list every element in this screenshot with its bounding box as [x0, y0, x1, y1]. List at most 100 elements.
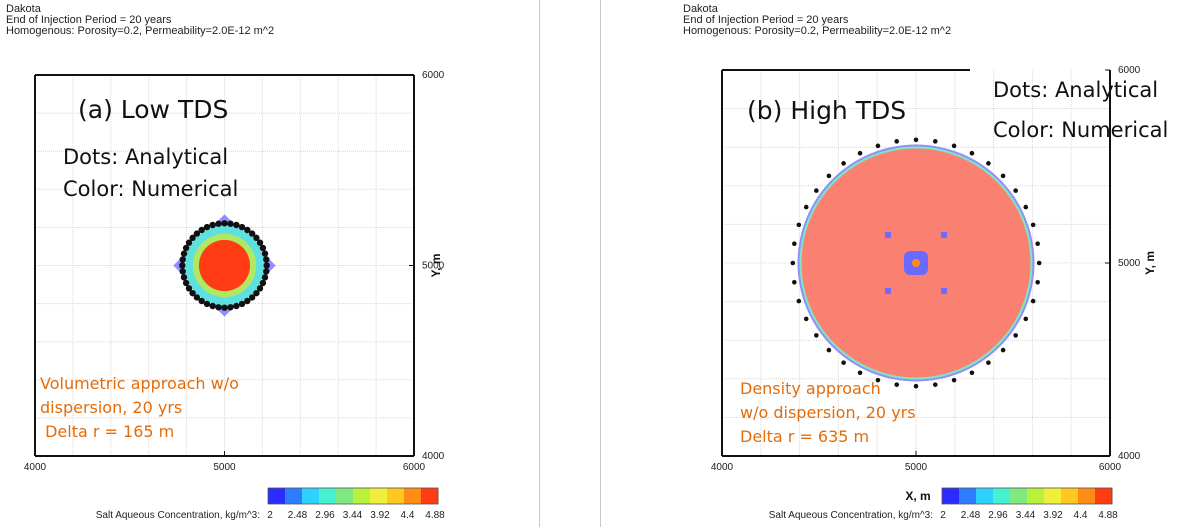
colorbar-swatch — [387, 488, 405, 504]
analytical-dot — [189, 289, 196, 297]
analytical-dot — [875, 143, 881, 149]
well-artifact — [885, 288, 891, 294]
injection-well-center — [912, 259, 920, 267]
analytical-dot — [248, 230, 256, 237]
colorbar-tick-label: 2.96 — [315, 510, 335, 521]
analytical-dot — [261, 274, 269, 281]
analytical-dot — [1013, 333, 1018, 338]
colorbar-tick-label: 4.88 — [1098, 510, 1118, 521]
colorbar-label: Salt Aqueous Concentration, kg/m^3: — [96, 510, 260, 521]
colorbar-swatch — [959, 488, 977, 504]
panel-b-note: Density approach w/o dispersion, 20 yrs … — [740, 377, 916, 449]
panel-b-header: Dakota End of Injection Period = 20 year… — [683, 4, 951, 37]
colorbar-swatch — [404, 488, 422, 504]
analytical-dot — [203, 300, 211, 308]
well-artifact — [941, 232, 947, 238]
colorbar-swatch — [942, 488, 960, 504]
analytical-dot — [894, 382, 900, 387]
analytical-dot — [215, 304, 222, 311]
analytical-dot — [263, 262, 270, 269]
colorbar-tick-label: 3.92 — [1043, 510, 1063, 521]
analytical-dot — [814, 333, 819, 338]
x-axis-label: X, m — [905, 489, 930, 503]
colorbar-swatch — [1095, 488, 1113, 504]
analytical-dot — [792, 241, 797, 247]
analytical-dot — [209, 221, 216, 229]
panel-a-legend-dots: Dots: Analytical — [63, 145, 229, 169]
panel-a-header: Dakota End of Injection Period = 20 year… — [6, 4, 274, 37]
analytical-dot — [193, 230, 201, 237]
analytical-dot — [986, 360, 991, 365]
colorbar-swatch — [1010, 488, 1028, 504]
analytical-dot — [1000, 347, 1006, 353]
analytical-dot — [1023, 316, 1029, 322]
analytical-dot — [180, 274, 188, 281]
analytical-dot — [1030, 298, 1036, 304]
analytical-dot — [179, 268, 186, 275]
analytical-dot — [198, 297, 205, 305]
analytical-dot — [203, 223, 211, 231]
x-tick-label: 4000 — [711, 462, 734, 473]
colorbar-tick-label: 4.88 — [425, 510, 445, 521]
analytical-dot — [263, 256, 270, 263]
x-tick-label: 4000 — [24, 462, 47, 473]
analytical-dot — [1030, 222, 1036, 228]
analytical-dot — [875, 377, 881, 383]
colorbar-swatch — [1078, 488, 1096, 504]
analytical-dot — [233, 221, 240, 229]
note-line: Density approach — [740, 379, 881, 398]
note-line: dispersion, 20 yrs — [40, 398, 183, 417]
panel-divider-right — [600, 0, 601, 527]
y-tick-label: 6000 — [422, 70, 445, 81]
x-tick-label: 5000 — [905, 462, 928, 473]
analytical-dot — [913, 383, 919, 389]
colorbar-tick-label: 2.48 — [288, 510, 308, 521]
analytical-dot — [256, 239, 264, 246]
panel-a-legend-color: Color: Numerical — [63, 177, 239, 201]
analytical-dot — [803, 316, 809, 322]
note-line: w/o dispersion, 20 yrs — [740, 403, 916, 422]
analytical-dot — [803, 204, 809, 210]
analytical-dot — [179, 256, 186, 263]
plume — [173, 214, 276, 317]
colorbar-swatch — [319, 488, 337, 504]
panel-a-note: Volumetric approach w/o dispersion, 20 y… — [40, 372, 239, 444]
analytical-dot — [179, 262, 186, 269]
header-line: Homogenous: Porosity=0.2, Permeability=2… — [683, 25, 952, 37]
colorbar-tick-label: 4.4 — [1074, 510, 1088, 521]
analytical-dot — [841, 360, 846, 365]
analytical-dot — [182, 244, 190, 252]
analytical-dot — [913, 137, 919, 143]
note-line: Volumetric approach w/o — [40, 374, 239, 393]
analytical-dot — [238, 223, 246, 231]
colorbar-swatch — [302, 488, 320, 504]
analytical-dot — [826, 347, 832, 353]
x-tick-label: 5000 — [213, 462, 236, 473]
panel-b-title: (b) High TDS — [747, 96, 907, 125]
analytical-dot — [792, 279, 797, 285]
colorbar-swatch — [336, 488, 354, 504]
analytical-dot — [857, 150, 863, 156]
analytical-dot — [209, 302, 216, 310]
colorbar-tick-label: 3.92 — [370, 510, 390, 521]
analytical-dot — [227, 304, 234, 311]
analytical-dot — [969, 150, 975, 156]
analytical-dot — [1013, 188, 1018, 193]
analytical-dot — [180, 250, 188, 257]
panel-divider-left — [539, 0, 540, 527]
analytical-dot — [221, 220, 228, 227]
y-tick-label: 5000 — [422, 261, 445, 272]
analytical-dot — [932, 139, 938, 144]
well-artifact — [885, 232, 891, 238]
x-tick-label: 6000 — [1099, 462, 1122, 473]
y-tick-label: 4000 — [422, 451, 445, 462]
colorbar-tick-label: 3.44 — [1016, 510, 1036, 521]
analytical-dot — [238, 300, 246, 308]
analytical-dot — [1035, 241, 1040, 247]
analytical-dot — [185, 239, 193, 246]
analytical-dot — [259, 279, 267, 287]
plume — [797, 144, 1035, 382]
header-line: Dakota — [6, 3, 41, 15]
panel-a-title: (a) Low TDS — [78, 95, 229, 124]
analytical-dot — [182, 279, 190, 287]
